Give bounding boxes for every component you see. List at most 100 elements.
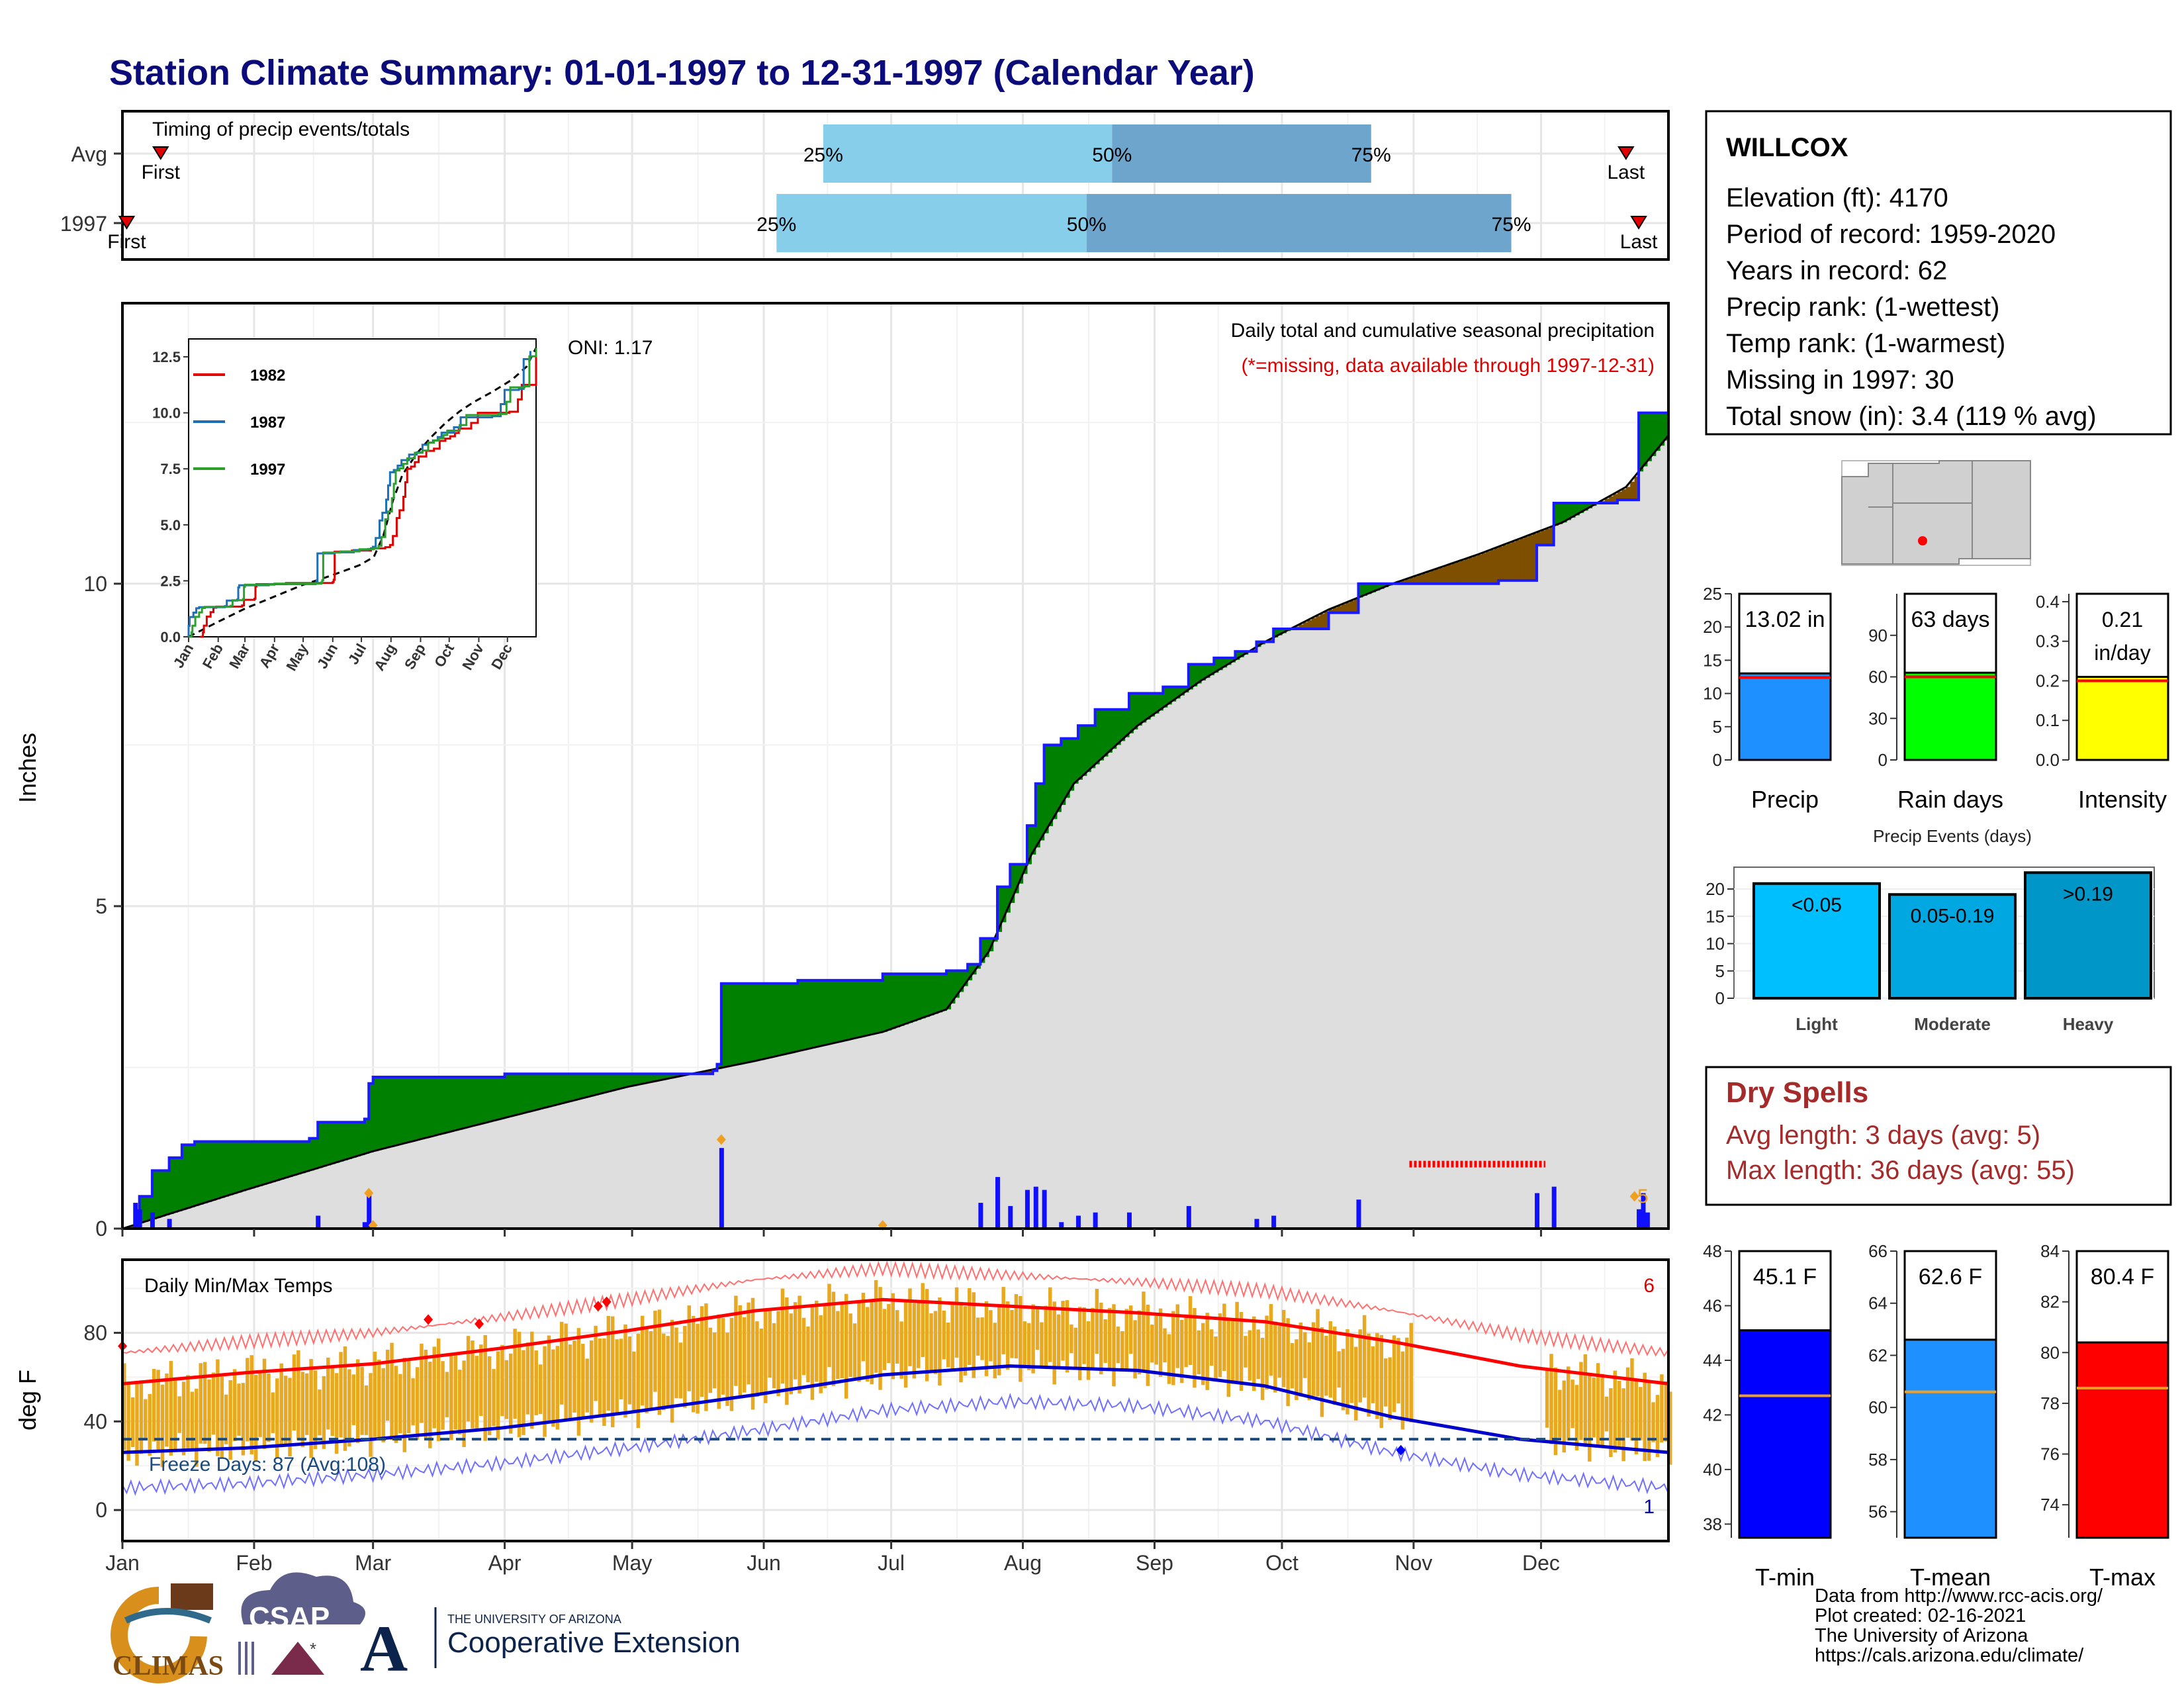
daily-temp-range-bar	[373, 1352, 377, 1437]
inset-legend-label: 1982	[250, 367, 285, 385]
daily-temp-range-bar	[377, 1359, 381, 1439]
events-title: Precip Events (days)	[1873, 826, 2032, 846]
daily-temp-range-bar	[500, 1344, 504, 1417]
anomaly-fill	[882, 974, 887, 1032]
inset-series-1997	[189, 348, 537, 638]
daily-temp-range-bar	[1392, 1335, 1396, 1413]
summary-tick-label: 10	[1703, 684, 1722, 704]
anomaly-fill	[627, 1074, 633, 1087]
daily-temp-range-bar	[899, 1321, 903, 1379]
precip-summary-1: 0 30 60 90 63 days Rain days	[1868, 592, 2003, 813]
anomaly-fill	[1413, 576, 1418, 584]
temp-frame	[121, 1258, 1670, 1542]
anomaly-fill	[543, 1074, 548, 1109]
main-ylabel: Inches	[14, 733, 41, 803]
daily-temp-range-bar	[691, 1315, 696, 1413]
daily-temp-range-bar	[1209, 1329, 1214, 1366]
anomaly-fill	[632, 1074, 637, 1086]
daily-temp-range-bar	[666, 1336, 670, 1407]
page-title: Station Climate Summary: 01-01-1997 to 1…	[109, 53, 1255, 93]
anomaly-fill	[1005, 886, 1011, 913]
anomaly-fill	[789, 983, 794, 1054]
anomaly-fill	[1222, 657, 1228, 668]
summary-tick-label: 90	[1868, 626, 1888, 645]
daily-temp-range-bar	[267, 1373, 271, 1442]
anomaly-fill	[1426, 572, 1432, 584]
anomaly-fill	[1570, 503, 1576, 518]
daily-temp-range-bar	[283, 1376, 288, 1447]
anomaly-fill	[568, 1074, 573, 1102]
last-marker-icon	[1617, 146, 1635, 160]
events-tick-label: 10	[1706, 934, 1725, 954]
daily-temp-range-bar	[1265, 1315, 1269, 1389]
daily-temp-range-bar	[632, 1351, 636, 1412]
daily-temp-range-bar	[721, 1317, 725, 1395]
daily-temp-range-bar	[734, 1295, 738, 1386]
credit-line: The University of Arizona	[1815, 1625, 2028, 1646]
daily-temp-range-bar	[369, 1373, 373, 1457]
anomaly-fill	[640, 1074, 645, 1084]
climas-logo-text: CLIMAS	[113, 1651, 224, 1681]
anomaly-fill	[1409, 578, 1414, 584]
temp-summary-charts: 38 40 42 44 46 48 45.1 F T-min 56 58 60 62 64 66 62.6 …	[1703, 1241, 2169, 1591]
ua-big-text: Cooperative Extension	[447, 1626, 741, 1659]
daily-temp-range-bar	[364, 1385, 369, 1435]
daily-temp-range-bar	[972, 1292, 976, 1378]
daily-precip-bar	[1059, 1222, 1064, 1229]
daily-temp-range-bar	[207, 1379, 211, 1452]
daily-temp-range-bar	[1235, 1301, 1239, 1382]
anomaly-fill	[1163, 686, 1168, 708]
anomaly-fill	[483, 1077, 488, 1123]
daily-temp-range-bar	[747, 1302, 751, 1385]
daily-temp-range-bar	[1031, 1304, 1035, 1374]
anomaly-fill	[929, 974, 934, 1015]
daily-temp-range-bar	[852, 1323, 857, 1378]
station-location-dot	[1918, 536, 1927, 545]
daily-temp-range-bar	[551, 1349, 555, 1427]
daily-temp-range-bar	[1188, 1296, 1193, 1366]
anomaly-fill	[1647, 412, 1652, 461]
summary-tick-label: 84	[2040, 1241, 2060, 1261]
inset-month-label: Dec	[488, 641, 516, 672]
daily-temp-range-bar	[1583, 1354, 1588, 1448]
daily-temp-range-bar	[309, 1358, 313, 1458]
daily-temp-range-bar	[653, 1311, 657, 1392]
daily-temp-range-bar	[509, 1353, 513, 1434]
summary-value-bar	[1903, 1338, 1997, 1539]
first-marker-icon	[152, 146, 169, 160]
daily-temp-range-bar	[768, 1308, 772, 1378]
anomaly-fill	[326, 1122, 332, 1166]
daily-temp-range-bar	[288, 1378, 292, 1457]
anomaly-fill	[339, 1122, 344, 1162]
anomaly-fill	[1256, 641, 1261, 647]
anomaly-fill	[806, 980, 811, 1050]
daily-temp-range-bar	[713, 1332, 717, 1389]
daily-temp-range-bar	[1107, 1307, 1112, 1371]
daily-temp-range-bar	[487, 1356, 492, 1436]
summary-value-label: 62.6 F	[1919, 1264, 1982, 1289]
daily-temp-range-bar	[1112, 1304, 1116, 1387]
daily-temp-range-bar	[453, 1353, 458, 1430]
anomaly-fill	[1277, 628, 1283, 635]
summary-tick-label: 40	[1703, 1460, 1722, 1479]
daily-temp-range-bar	[275, 1378, 279, 1459]
anomaly-fill	[1154, 693, 1160, 714]
summary-category-label: T-mean	[1910, 1564, 1991, 1591]
daily-temp-range-bar	[483, 1335, 487, 1441]
station-info-line: Total snow (in): 3.4 (119 % avg)	[1726, 402, 2097, 431]
anomaly-fill	[1086, 726, 1091, 773]
inset-ytick-label: 2.5	[160, 573, 181, 589]
summary-category-label: T-min	[1755, 1564, 1815, 1591]
daily-temp-range-bar	[525, 1342, 530, 1415]
daily-temp-range-bar	[1023, 1321, 1026, 1366]
anomaly-fill	[1634, 477, 1639, 500]
daily-temp-range-bar	[1311, 1322, 1316, 1396]
anomaly-fill	[984, 938, 989, 957]
credit-line: https://cals.arizona.edu/climate/	[1815, 1645, 2084, 1666]
daily-temp-range-bar	[581, 1344, 585, 1420]
anomaly-fill	[551, 1074, 557, 1106]
daily-temp-range-bar	[156, 1370, 160, 1450]
daily-temp-range-bar	[513, 1329, 517, 1419]
summary-tick-label: 0.0	[2036, 750, 2060, 770]
daily-temp-range-bar	[385, 1349, 390, 1421]
